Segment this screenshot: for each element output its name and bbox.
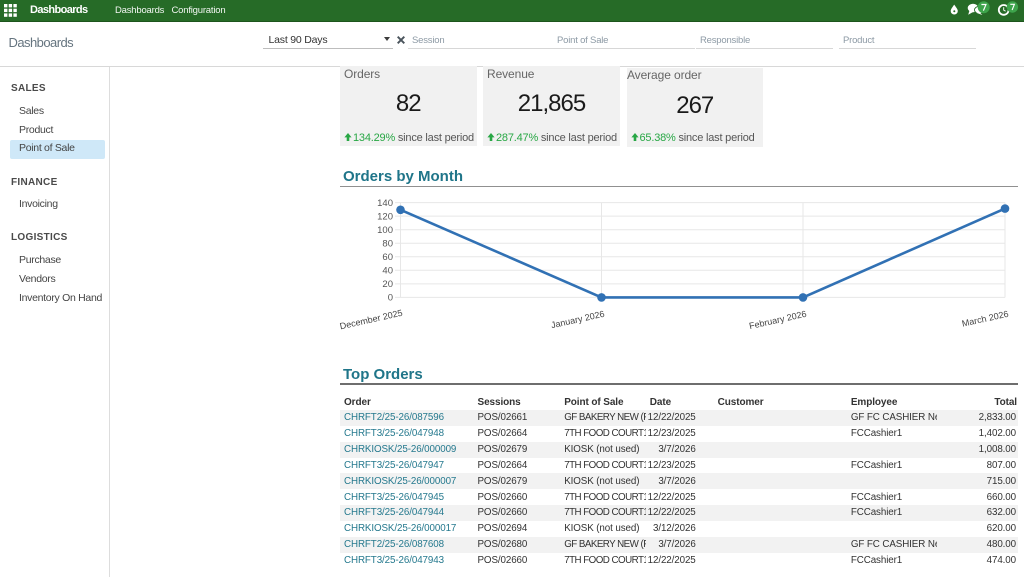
svg-text:February 2026: February 2026	[748, 309, 807, 331]
svg-text:120: 120	[377, 211, 393, 222]
svg-text:80: 80	[382, 238, 393, 249]
svg-text:20: 20	[382, 279, 393, 290]
svg-text:March 2026: March 2026	[961, 309, 1010, 329]
svg-text:December 2025: December 2025	[339, 308, 404, 332]
svg-text:60: 60	[382, 252, 393, 263]
svg-text:40: 40	[382, 266, 393, 277]
svg-text:January 2026: January 2026	[550, 309, 605, 331]
svg-text:100: 100	[377, 225, 393, 236]
svg-text:140: 140	[377, 198, 393, 209]
svg-text:0: 0	[388, 293, 393, 304]
